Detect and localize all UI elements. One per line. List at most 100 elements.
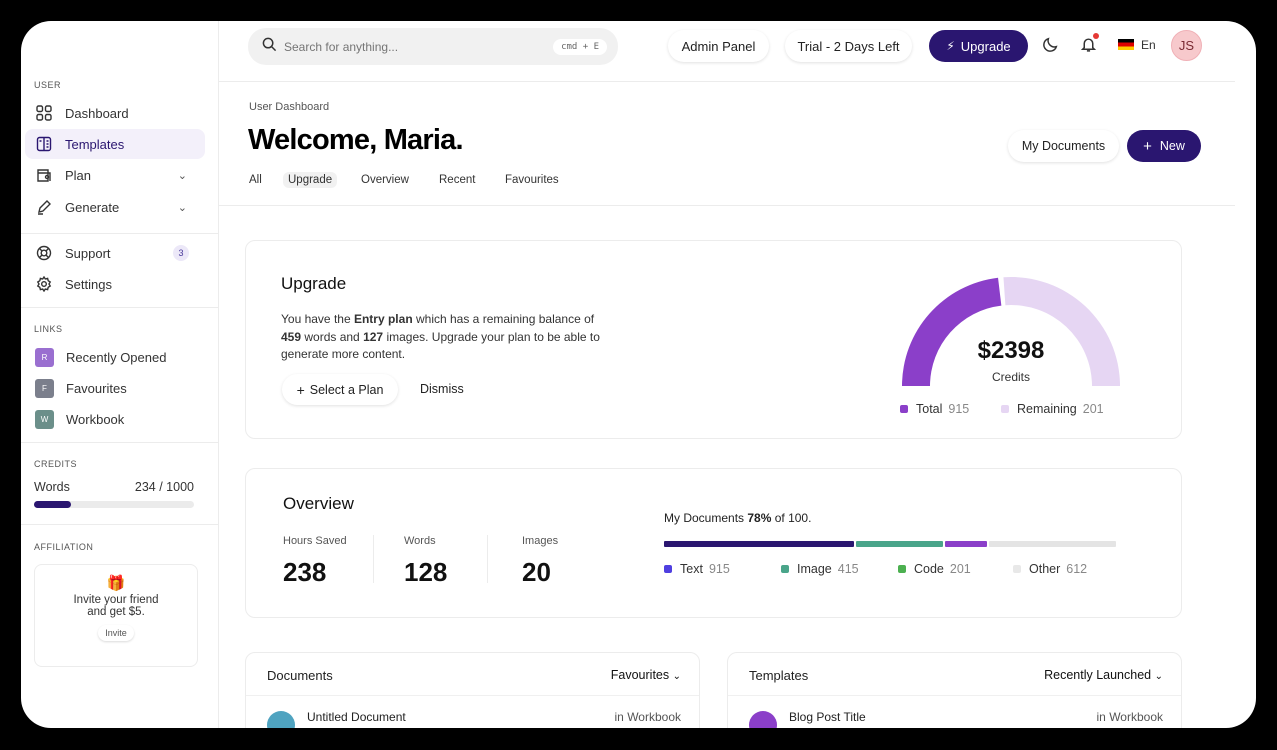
language-selector[interactable]: En — [1141, 38, 1156, 52]
avatar[interactable]: JS — [1171, 30, 1202, 61]
chevron-down-icon[interactable]: ⌄ — [177, 201, 187, 214]
templates-filter-dropdown[interactable]: Recently Launched ⌄ — [1044, 668, 1163, 682]
filter-label: Favourites — [610, 668, 670, 682]
credits-gauge — [902, 277, 1120, 386]
tab-overview[interactable]: Overview — [361, 174, 409, 186]
app-window: USER Dashboard Templates Plan ⌄ Generate ⌄… — [21, 21, 1256, 728]
link-workbook[interactable]: W Workbook — [25, 404, 205, 434]
legend-value: 915 — [948, 402, 970, 416]
admin-panel-button[interactable]: Admin Panel — [668, 30, 769, 62]
invite-text: Invite your friend — [73, 594, 159, 606]
legend-value: 415 — [837, 562, 859, 576]
sidebar-item-templates[interactable]: Templates — [25, 129, 205, 159]
tab-all[interactable]: All — [249, 174, 262, 186]
overview-card: Overview Hours Saved 238 Words 128 Image… — [245, 468, 1182, 618]
trial-button[interactable]: Trial - 2 Days Left — [785, 30, 912, 62]
bar-segment-image — [856, 541, 943, 547]
plus-icon: + — [296, 381, 305, 398]
chevron-down-icon: ⌄ — [672, 671, 681, 682]
documents-filter-dropdown[interactable]: Favourites ⌄ — [611, 668, 681, 682]
tab-recent[interactable]: Recent — [439, 174, 476, 186]
sidebar-item-label: Plan — [65, 167, 92, 183]
stat-label: Hours Saved — [283, 535, 347, 547]
documents-stacked-bar — [664, 541, 1116, 547]
legend-swatch — [664, 565, 672, 573]
legend-remaining: Remaining 201 — [1001, 402, 1104, 416]
tab-favourites[interactable]: Favourites — [505, 174, 559, 186]
invite-card: 🎁 Invite your friend and get $5. Invite — [34, 564, 198, 667]
link-label: Favourites — [66, 380, 127, 396]
text: My Documents — [664, 511, 748, 525]
gauge-amount: $2398 — [977, 337, 1045, 364]
section-label-affiliation: AFFILIATION — [34, 542, 94, 552]
upgrade-button[interactable]: ⚡︎ Upgrade — [929, 30, 1028, 62]
document-icon — [267, 711, 295, 728]
gauge-remaining-arc — [1003, 277, 1120, 386]
legend-label: Remaining — [1017, 402, 1077, 416]
section-label-user: USER — [34, 80, 62, 90]
divider — [21, 524, 219, 525]
divider — [21, 442, 219, 443]
link-label: Workbook — [66, 411, 125, 427]
divider — [21, 307, 219, 308]
grid-icon — [35, 104, 53, 122]
new-button[interactable]: + New — [1127, 130, 1201, 162]
new-label: New — [1159, 139, 1185, 153]
template-icon — [749, 711, 777, 728]
sidebar-item-plan[interactable]: Plan ⌄ — [25, 160, 205, 190]
legend-label: Image — [797, 562, 832, 576]
legend-swatch — [1001, 405, 1009, 413]
sidebar-item-label: Dashboard — [65, 105, 129, 121]
divider — [246, 695, 699, 696]
tab-upgrade[interactable]: Upgrade — [283, 172, 338, 188]
legend-value: 201 — [1082, 402, 1104, 416]
sidebar-item-support[interactable]: Support 3 — [25, 238, 205, 268]
documents-title: Documents — [267, 668, 333, 683]
legend-value: 915 — [708, 562, 730, 576]
support-count-badge: 3 — [173, 245, 189, 261]
invite-text: and get $5. — [87, 606, 145, 618]
bar-segment-other — [988, 541, 1116, 547]
divider — [487, 535, 488, 583]
legend-image: Image 415 — [781, 562, 859, 576]
link-favourites[interactable]: F Favourites — [25, 373, 205, 403]
select-plan-button[interactable]: + Select a Plan — [282, 374, 398, 405]
link-initial: W — [35, 409, 54, 429]
select-plan-label: Select a Plan — [309, 382, 384, 397]
gear-icon — [35, 275, 53, 293]
search-input[interactable] — [284, 39, 534, 54]
search-bar[interactable]: cmd + E — [248, 28, 618, 65]
invite-button[interactable]: Invite — [98, 625, 134, 641]
document-title[interactable]: Untitled Document — [307, 710, 406, 724]
chevron-down-icon: ⌄ — [1154, 671, 1163, 682]
sidebar-item-generate[interactable]: Generate ⌄ — [25, 192, 205, 222]
link-label: Recently Opened — [66, 349, 167, 365]
upgrade-description: You have the Entry plan which has a rema… — [281, 311, 641, 364]
sidebar-item-label: Generate — [65, 199, 120, 215]
credits-value: 234 / 1000 — [134, 480, 194, 494]
dismiss-button[interactable]: Dismiss — [420, 382, 464, 396]
german-flag-icon[interactable] — [1118, 39, 1134, 50]
text: images. Upgrade your plan to be able to — [383, 329, 600, 344]
search-shortcut: cmd + E — [553, 38, 607, 55]
template-title[interactable]: Blog Post Title — [789, 710, 866, 724]
breadcrumb: User Dashboard — [249, 101, 330, 113]
documents-usage-text: My Documents 78% of 100. — [664, 511, 811, 525]
sidebar-item-dashboard[interactable]: Dashboard — [25, 98, 205, 128]
text: which has a remaining balance of — [412, 312, 595, 326]
documents-percent: 78% — [747, 511, 772, 525]
divider — [21, 233, 219, 234]
link-recently-opened[interactable]: R Recently Opened — [25, 342, 205, 372]
legend-swatch — [1013, 565, 1021, 573]
sidebar-item-settings[interactable]: Settings — [25, 269, 205, 299]
legend-label: Text — [680, 562, 703, 576]
legend-value: 612 — [1066, 562, 1088, 576]
text: generate more content. — [281, 347, 406, 361]
legend-other: Other 612 — [1013, 562, 1087, 576]
my-documents-button[interactable]: My Documents — [1008, 130, 1119, 162]
section-label-links: LINKS — [34, 324, 63, 334]
bar-segment-code — [944, 541, 987, 547]
dark-mode-moon-icon[interactable] — [1042, 36, 1059, 58]
notification-bell-icon[interactable] — [1080, 33, 1099, 58]
chevron-down-icon[interactable]: ⌄ — [177, 169, 187, 182]
